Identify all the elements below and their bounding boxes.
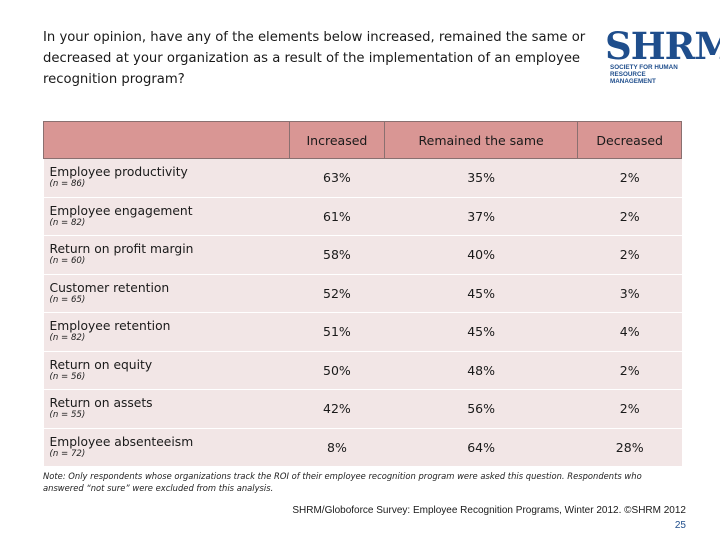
row-label-cell: Return on equity (n = 56) [43,351,290,390]
row-sample-size: (n = 56) [49,371,86,382]
table-header-row: Increased Remained the same Decreased [43,121,682,159]
row-label: Return on profit margin [49,242,194,257]
table-row: Employee absenteeism (n = 72) 8% 64% 28% [43,428,682,467]
row-label: Employee productivity [49,165,188,180]
table-row: Customer retention (n = 65) 52% 45% 3% [43,274,682,313]
decreased-value: 2% [577,235,682,275]
increased-value: 61% [289,197,385,236]
page-number: 25 [674,520,686,531]
row-label-cell: Employee absenteeism (n = 72) [43,428,290,467]
row-sample-size: (n = 82) [49,217,86,228]
row-label-cell: Return on assets (n = 55) [43,389,290,429]
row-label: Customer retention [49,280,170,295]
row-label-cell: Employee productivity (n = 86) [43,158,290,198]
row-label-cell: Customer retention (n = 65) [43,274,290,313]
logo-tagline-1: SOCIETY FOR HUMAN [610,64,678,71]
header-increased: Increased [289,121,385,159]
same-value: 37% [384,197,578,236]
results-table: Increased Remained the same Decreased Em… [43,121,682,467]
question-heading: In your opinion, have any of the element… [43,30,586,87]
row-sample-size: (n = 82) [49,333,86,344]
footnote: Note: Only respondents whose organizatio… [43,471,642,493]
same-value: 45% [384,274,578,313]
decreased-value: 2% [577,389,682,429]
row-label-cell: Employee retention (n = 82) [43,312,290,352]
table-row: Return on assets (n = 55) 42% 56% 2% [43,389,682,429]
table-row: Employee engagement (n = 82) 61% 37% 2% [43,197,682,236]
increased-value: 63% [289,158,385,198]
row-label: Return on assets [49,396,153,411]
logo-mark: SHRM [605,24,720,68]
row-sample-size: (n = 60) [49,256,86,267]
decreased-value: 2% [577,158,682,198]
shrm-logo: SHRM® SOCIETY FOR HUMAN RESOURCE MANAGEM… [605,28,720,90]
row-sample-size: (n = 65) [49,294,86,305]
decreased-value: 2% [577,351,682,390]
increased-value: 52% [289,274,385,313]
row-sample-size: (n = 86) [49,179,86,190]
row-label-cell: Return on profit margin (n = 60) [43,235,290,275]
row-label: Return on equity [49,357,153,372]
same-value: 64% [384,428,578,467]
increased-value: 50% [289,351,385,390]
source-citation: SHRM/Globoforce Survey: Employee Recogni… [292,505,686,516]
decreased-value: 2% [577,197,682,236]
increased-value: 51% [289,312,385,352]
increased-value: 8% [289,428,385,467]
same-value: 45% [384,312,578,352]
header-blank-cell [43,121,290,159]
same-value: 40% [384,235,578,275]
decreased-value: 28% [577,428,682,467]
logo-tagline-2: RESOURCE MANAGEMENT [610,71,656,85]
increased-value: 58% [289,235,385,275]
row-label: Employee engagement [49,203,193,218]
decreased-value: 3% [577,274,682,313]
row-label: Employee absenteeism [49,434,194,449]
same-value: 35% [384,158,578,198]
same-value: 48% [384,351,578,390]
table-row: Employee retention (n = 82) 51% 45% 4% [43,312,682,352]
header-decreased: Decreased [577,121,682,159]
decreased-value: 4% [577,312,682,352]
row-sample-size: (n = 55) [49,410,86,421]
increased-value: 42% [289,389,385,429]
header-remained-same: Remained the same [383,121,579,159]
row-label: Employee retention [49,319,171,334]
table-row: Employee productivity (n = 86) 63% 35% 2… [43,158,682,198]
row-label-cell: Employee engagement (n = 82) [43,197,290,236]
table-row: Return on profit margin (n = 60) 58% 40%… [43,235,682,275]
table-row: Return on equity (n = 56) 50% 48% 2% [43,351,682,390]
same-value: 56% [384,389,578,429]
row-sample-size: (n = 72) [49,448,86,459]
